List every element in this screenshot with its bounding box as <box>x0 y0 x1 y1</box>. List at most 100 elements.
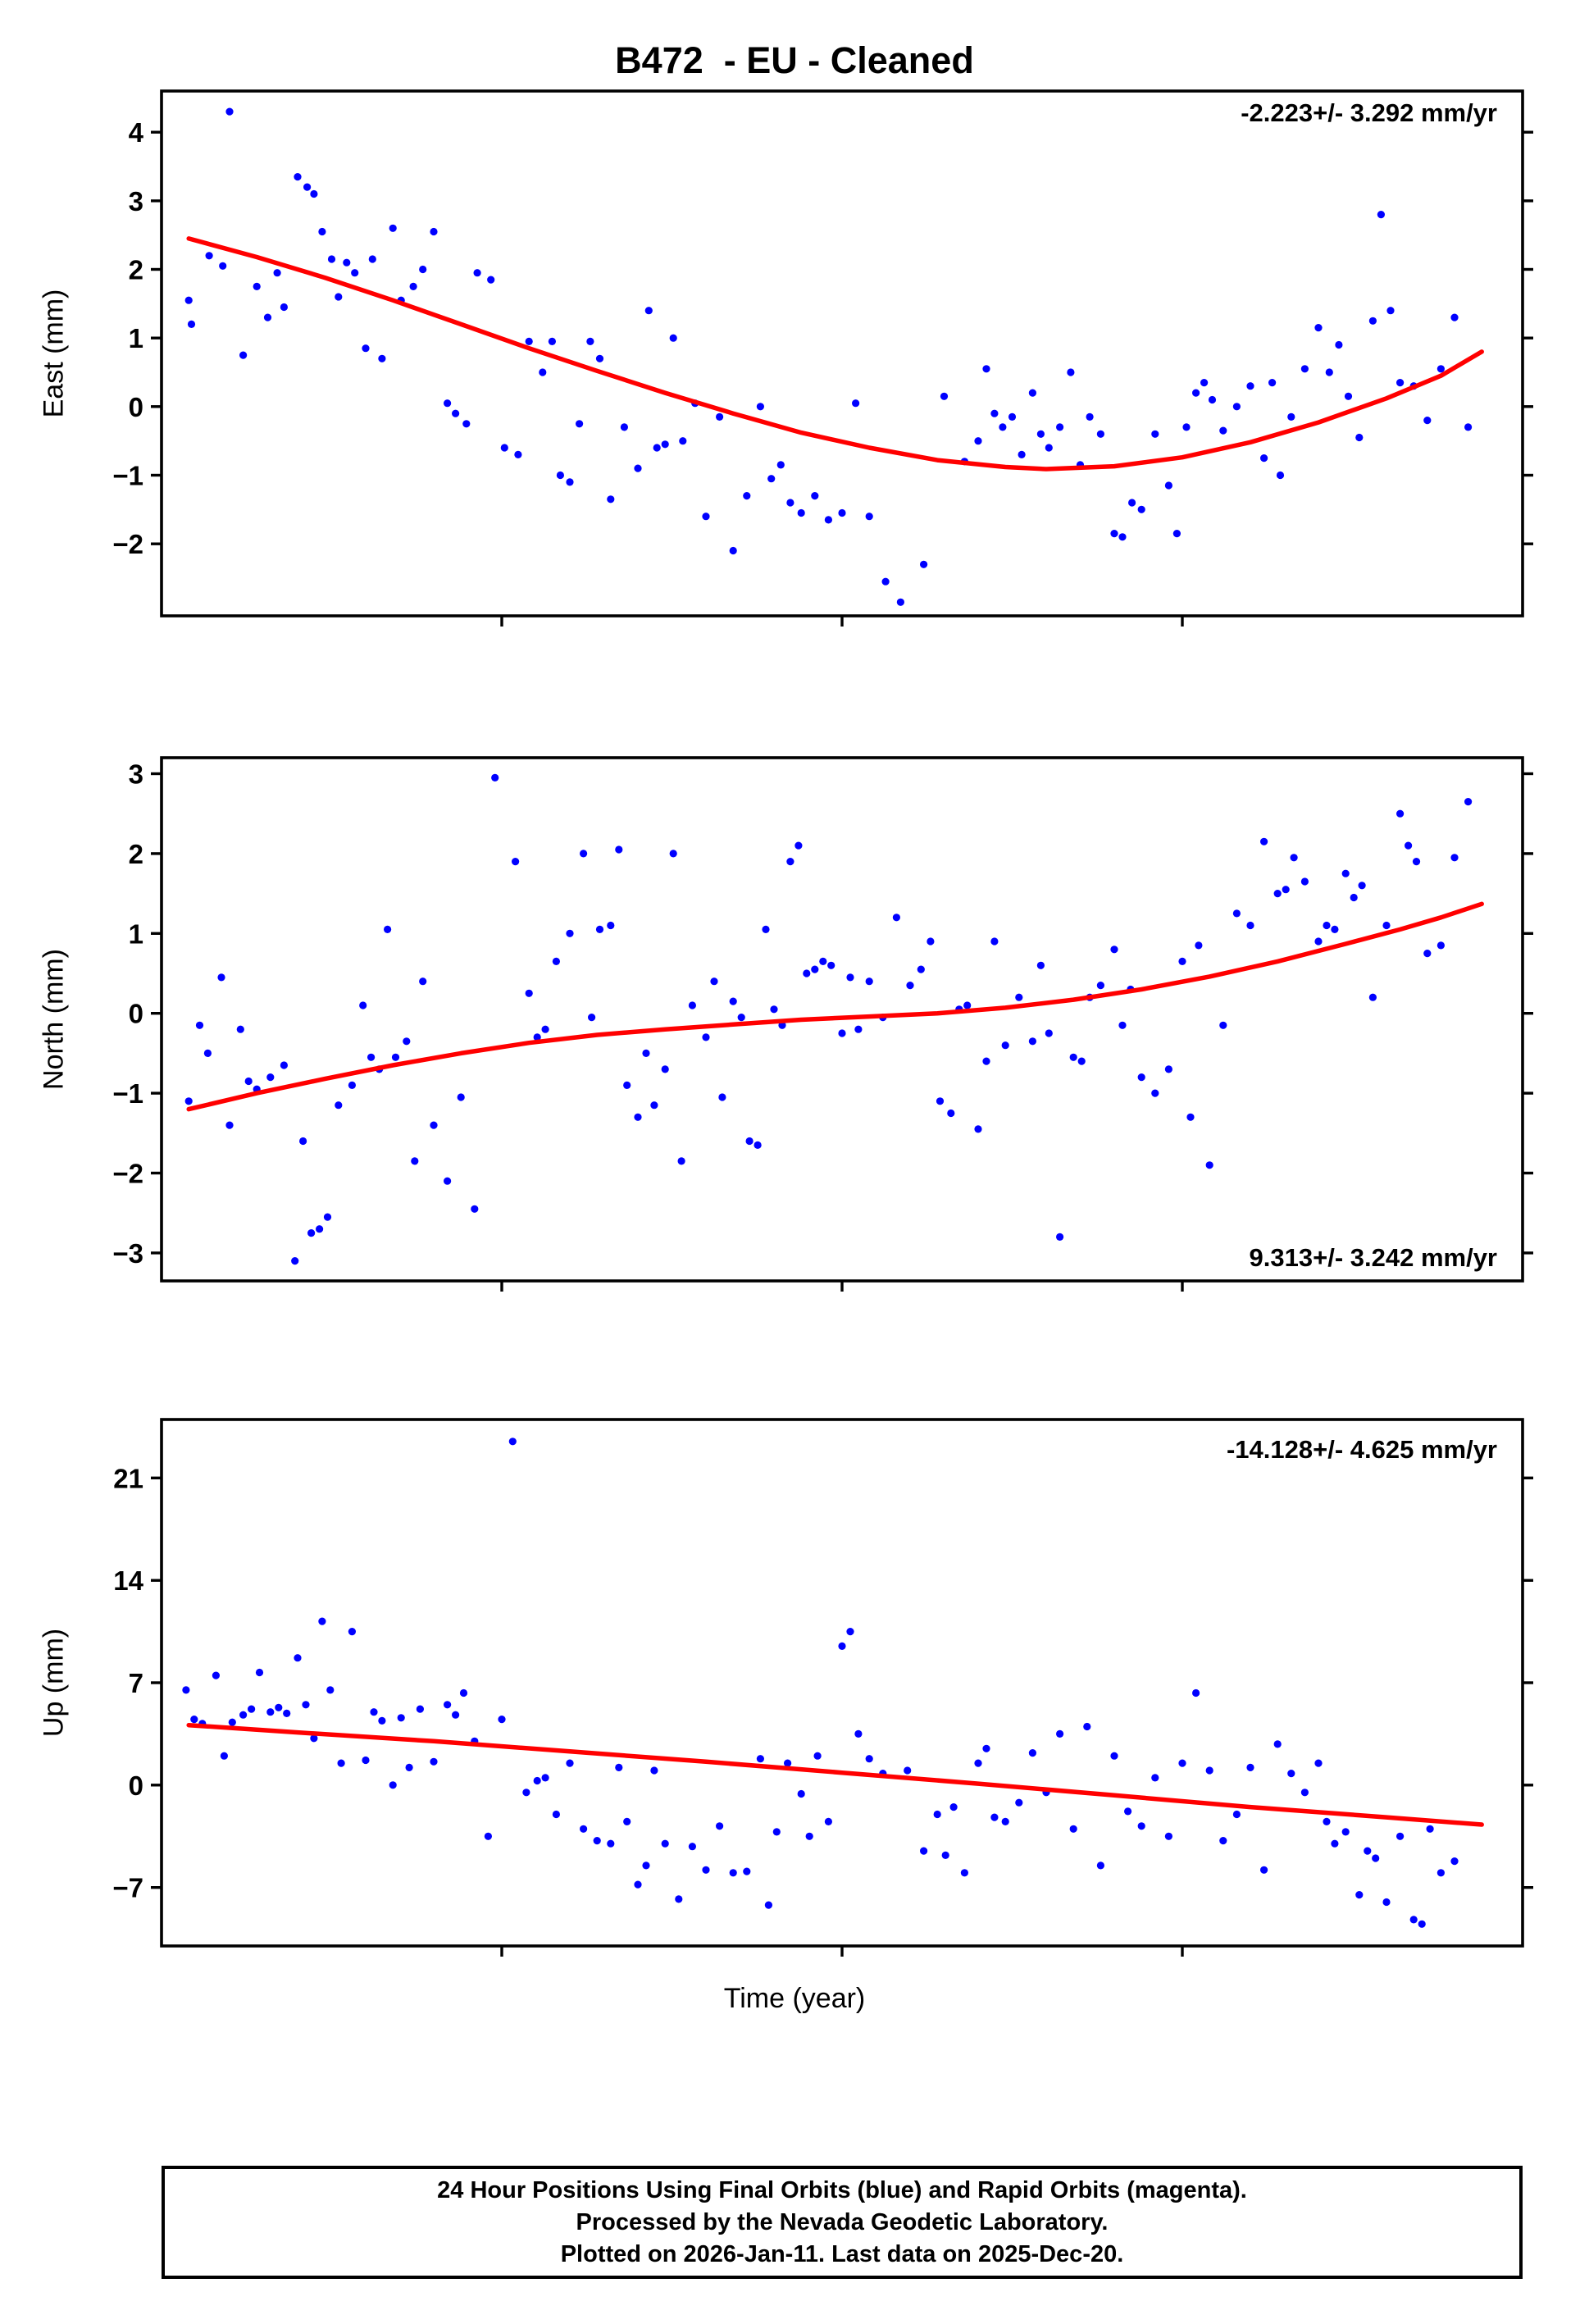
east-data-point <box>280 303 288 312</box>
up-data-point <box>772 1828 781 1836</box>
north-data-point <box>634 1113 642 1121</box>
north-data-point <box>367 1053 376 1061</box>
east-data-point <box>556 471 565 480</box>
north-data-point <box>1151 1089 1159 1097</box>
north-data-point <box>323 1213 332 1221</box>
north-data-point <box>419 977 427 986</box>
up-data-point <box>1323 1817 1331 1825</box>
east-data-point <box>824 516 833 524</box>
north-data-point <box>1450 854 1459 862</box>
north-data-point <box>541 1025 549 1033</box>
north-data-point <box>1164 1065 1172 1073</box>
up-data-point <box>838 1642 846 1650</box>
up-ytick-label: 0 <box>129 1770 143 1801</box>
up-data-point <box>702 1866 710 1874</box>
east-ytick-label: 3 <box>129 186 143 216</box>
up-data-point <box>729 1869 737 1877</box>
east-data-point <box>595 354 604 362</box>
east-data-point <box>1368 317 1377 325</box>
east-data-point <box>974 437 982 445</box>
north-rate-annotation: 9.313+/- 3.242 mm/yr <box>1249 1243 1497 1272</box>
east-data-point <box>982 365 990 373</box>
up-data-point <box>370 1708 378 1716</box>
up-data-point <box>1015 1798 1023 1807</box>
up-data-point <box>650 1766 658 1775</box>
north-data-point <box>1300 877 1309 886</box>
east-data-point <box>1164 481 1172 490</box>
north-data-point <box>1186 1113 1195 1121</box>
east-ytick-label: −2 <box>112 529 143 559</box>
north-data-point <box>661 1065 669 1073</box>
east-data-point <box>1036 430 1045 438</box>
up-data-point <box>1355 1891 1364 1899</box>
east-data-point <box>653 444 661 452</box>
up-data-point <box>865 1755 873 1763</box>
east-data-point <box>1344 392 1353 400</box>
north-data-point <box>1137 1073 1145 1082</box>
east-data-point <box>767 475 776 483</box>
east-data-point <box>1182 423 1191 431</box>
east-data-point <box>1386 307 1395 315</box>
north-data-point <box>1273 890 1282 898</box>
north-data-point <box>411 1157 419 1165</box>
east-data-point <box>1260 454 1268 463</box>
north-data-point <box>580 850 588 858</box>
up-data-point <box>182 1686 190 1694</box>
north-data-point <box>195 1021 204 1029</box>
up-data-point <box>397 1714 405 1722</box>
north-data-point <box>803 969 811 977</box>
up-data-point <box>1314 1759 1323 1767</box>
up-data-point <box>764 1901 773 1909</box>
east-data-point <box>1045 444 1053 452</box>
east-data-point <box>335 293 343 301</box>
north-data-point <box>384 925 392 933</box>
up-data-point <box>716 1822 724 1830</box>
up-plot-frame <box>160 1418 1524 1948</box>
north-data-point <box>471 1205 479 1213</box>
up-data-point <box>805 1832 813 1840</box>
north-data-point <box>533 1033 541 1041</box>
north-data-point <box>1464 798 1473 806</box>
east-data-point <box>679 437 687 445</box>
east-ytick-label: 4 <box>129 117 144 148</box>
east-data-point <box>1268 379 1277 387</box>
north-data-point <box>348 1081 356 1089</box>
north-data-point <box>1358 882 1366 890</box>
east-data-point <box>811 492 819 500</box>
north-data-point <box>1077 1057 1086 1065</box>
up-data-point <box>1083 1722 1091 1731</box>
north-data-point <box>729 997 737 1005</box>
up-data-point <box>541 1774 549 1782</box>
north-data-point <box>1290 854 1298 862</box>
east-data-point <box>343 258 351 267</box>
north-data-point <box>1178 957 1186 965</box>
east-data-point <box>184 296 193 304</box>
up-data-point <box>389 1781 397 1789</box>
east-data-point <box>1110 530 1118 538</box>
north-data-point <box>184 1097 193 1105</box>
east-data-point <box>1300 365 1309 373</box>
north-data-point <box>1232 909 1241 918</box>
north-data-point <box>1205 1161 1213 1169</box>
north-data-point <box>982 1057 990 1065</box>
up-data-point <box>661 1839 669 1848</box>
east-data-point <box>525 337 533 345</box>
up-data-point <box>416 1705 424 1713</box>
up-data-point <box>623 1817 631 1825</box>
up-data-point <box>362 1756 370 1765</box>
up-data-point <box>1069 1825 1077 1833</box>
up-data-point <box>444 1701 452 1709</box>
east-rate-annotation: -2.223+/- 3.292 mm/yr <box>1241 98 1497 127</box>
north-data-point <box>203 1049 212 1057</box>
north-data-point <box>669 850 677 858</box>
east-data-point <box>1377 211 1385 219</box>
east-data-point <box>716 412 724 421</box>
up-data-point <box>1164 1832 1172 1840</box>
north-data-point <box>525 989 533 997</box>
up-data-point <box>743 1867 751 1875</box>
north-data-point <box>391 1053 400 1061</box>
east-data-point <box>539 368 547 376</box>
east-data-point <box>1276 471 1285 480</box>
east-data-point <box>362 344 370 353</box>
north-data-point <box>917 965 925 973</box>
